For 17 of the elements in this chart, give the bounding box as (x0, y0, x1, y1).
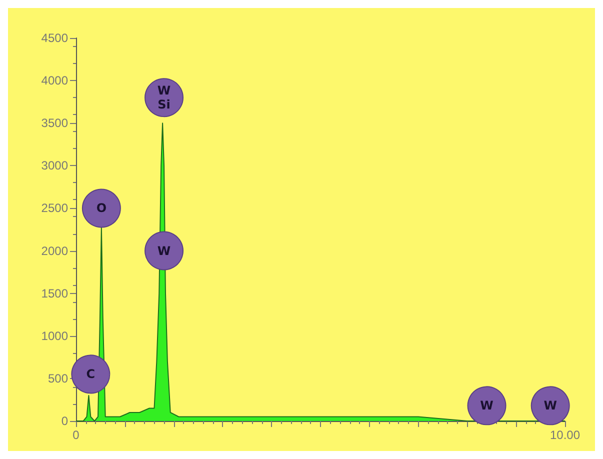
y-tick-label: 500 (48, 371, 68, 386)
annotation: W (480, 398, 494, 413)
annotation: C (86, 367, 96, 382)
y-tick-label: 3500 (41, 116, 68, 130)
y-tick-label: 4500 (41, 31, 68, 45)
annotation: W Si (157, 84, 171, 112)
annotation: W (157, 244, 171, 258)
y-tick-label: 1500 (41, 286, 68, 300)
annotation: W (544, 398, 557, 413)
y-tick-label: 0 (61, 414, 68, 428)
y-tick-label: 2000 (41, 244, 68, 258)
x-tick-label: 10.00 (550, 428, 580, 442)
y-tick-label: 2500 (41, 201, 68, 216)
annotation: O (96, 201, 107, 216)
y-tick-label: 4000 (41, 74, 68, 88)
y-tick-label: 3000 (41, 158, 68, 173)
y-tick-label: 1000 (41, 328, 68, 343)
